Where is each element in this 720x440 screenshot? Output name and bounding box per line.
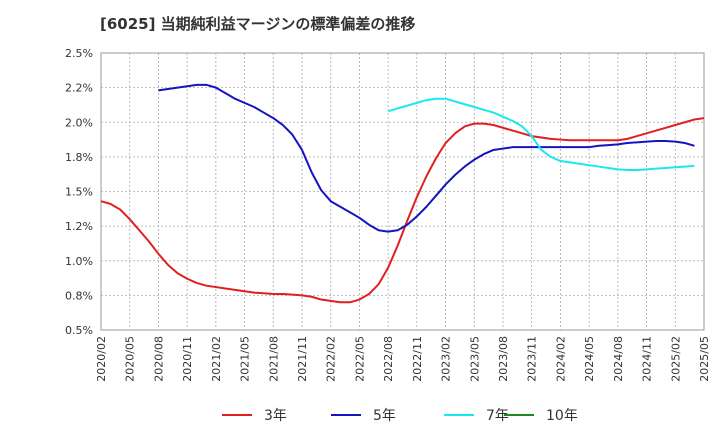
y-tick-label: 1.2%: [65, 220, 93, 233]
legend-label: 10年: [546, 408, 578, 424]
x-tick-label: 2023/02: [440, 336, 453, 382]
x-tick-label: 2020/05: [124, 336, 137, 382]
x-tick-label: 2024/02: [554, 336, 567, 382]
legend-label: 3年: [264, 408, 287, 424]
x-tick-label: 2024/05: [583, 336, 596, 382]
legend-label: 5年: [373, 408, 396, 424]
y-tick-label: 1.8%: [65, 151, 93, 164]
x-tick-label: 2023/08: [497, 336, 510, 382]
x-tick-label: 2022/08: [382, 336, 395, 382]
legend-label: 7年: [486, 408, 509, 424]
series-line: [158, 83, 695, 233]
x-tick-label: 2024/08: [612, 336, 625, 382]
series-line: [100, 117, 705, 304]
x-tick-label: 2020/08: [152, 336, 165, 382]
x-tick-label: 2021/02: [210, 336, 223, 382]
x-tick-label: 2025/02: [669, 336, 682, 382]
x-tick-label: 2021/11: [296, 336, 309, 382]
x-tick-label: 2021/05: [239, 336, 252, 382]
chart-title: [6025] 当期純利益マージンの標準偏差の推移: [100, 15, 416, 33]
series-line: [387, 97, 695, 172]
x-tick-label: 2024/11: [641, 336, 654, 382]
x-tick-label: 2022/02: [325, 336, 338, 382]
x-tick-label: 2023/11: [526, 336, 539, 382]
x-tick-label: 2020/02: [95, 336, 108, 382]
y-tick-label: 1.5%: [65, 186, 93, 199]
y-tick-label: 2.0%: [65, 116, 93, 129]
x-tick-label: 2021/08: [267, 336, 280, 382]
x-tick-label: 2020/11: [181, 336, 194, 382]
x-tick-label: 2023/05: [468, 336, 481, 382]
x-tick-label: 2022/05: [353, 336, 366, 382]
y-tick-label: 1.0%: [65, 255, 93, 268]
y-tick-label: 0.8%: [65, 289, 93, 302]
y-tick-label: 0.5%: [65, 324, 93, 337]
x-tick-label: 2025/05: [698, 336, 711, 382]
y-tick-label: 2.2%: [65, 82, 93, 95]
x-tick-label: 2022/11: [411, 336, 424, 382]
y-tick-label: 2.5%: [65, 47, 93, 60]
